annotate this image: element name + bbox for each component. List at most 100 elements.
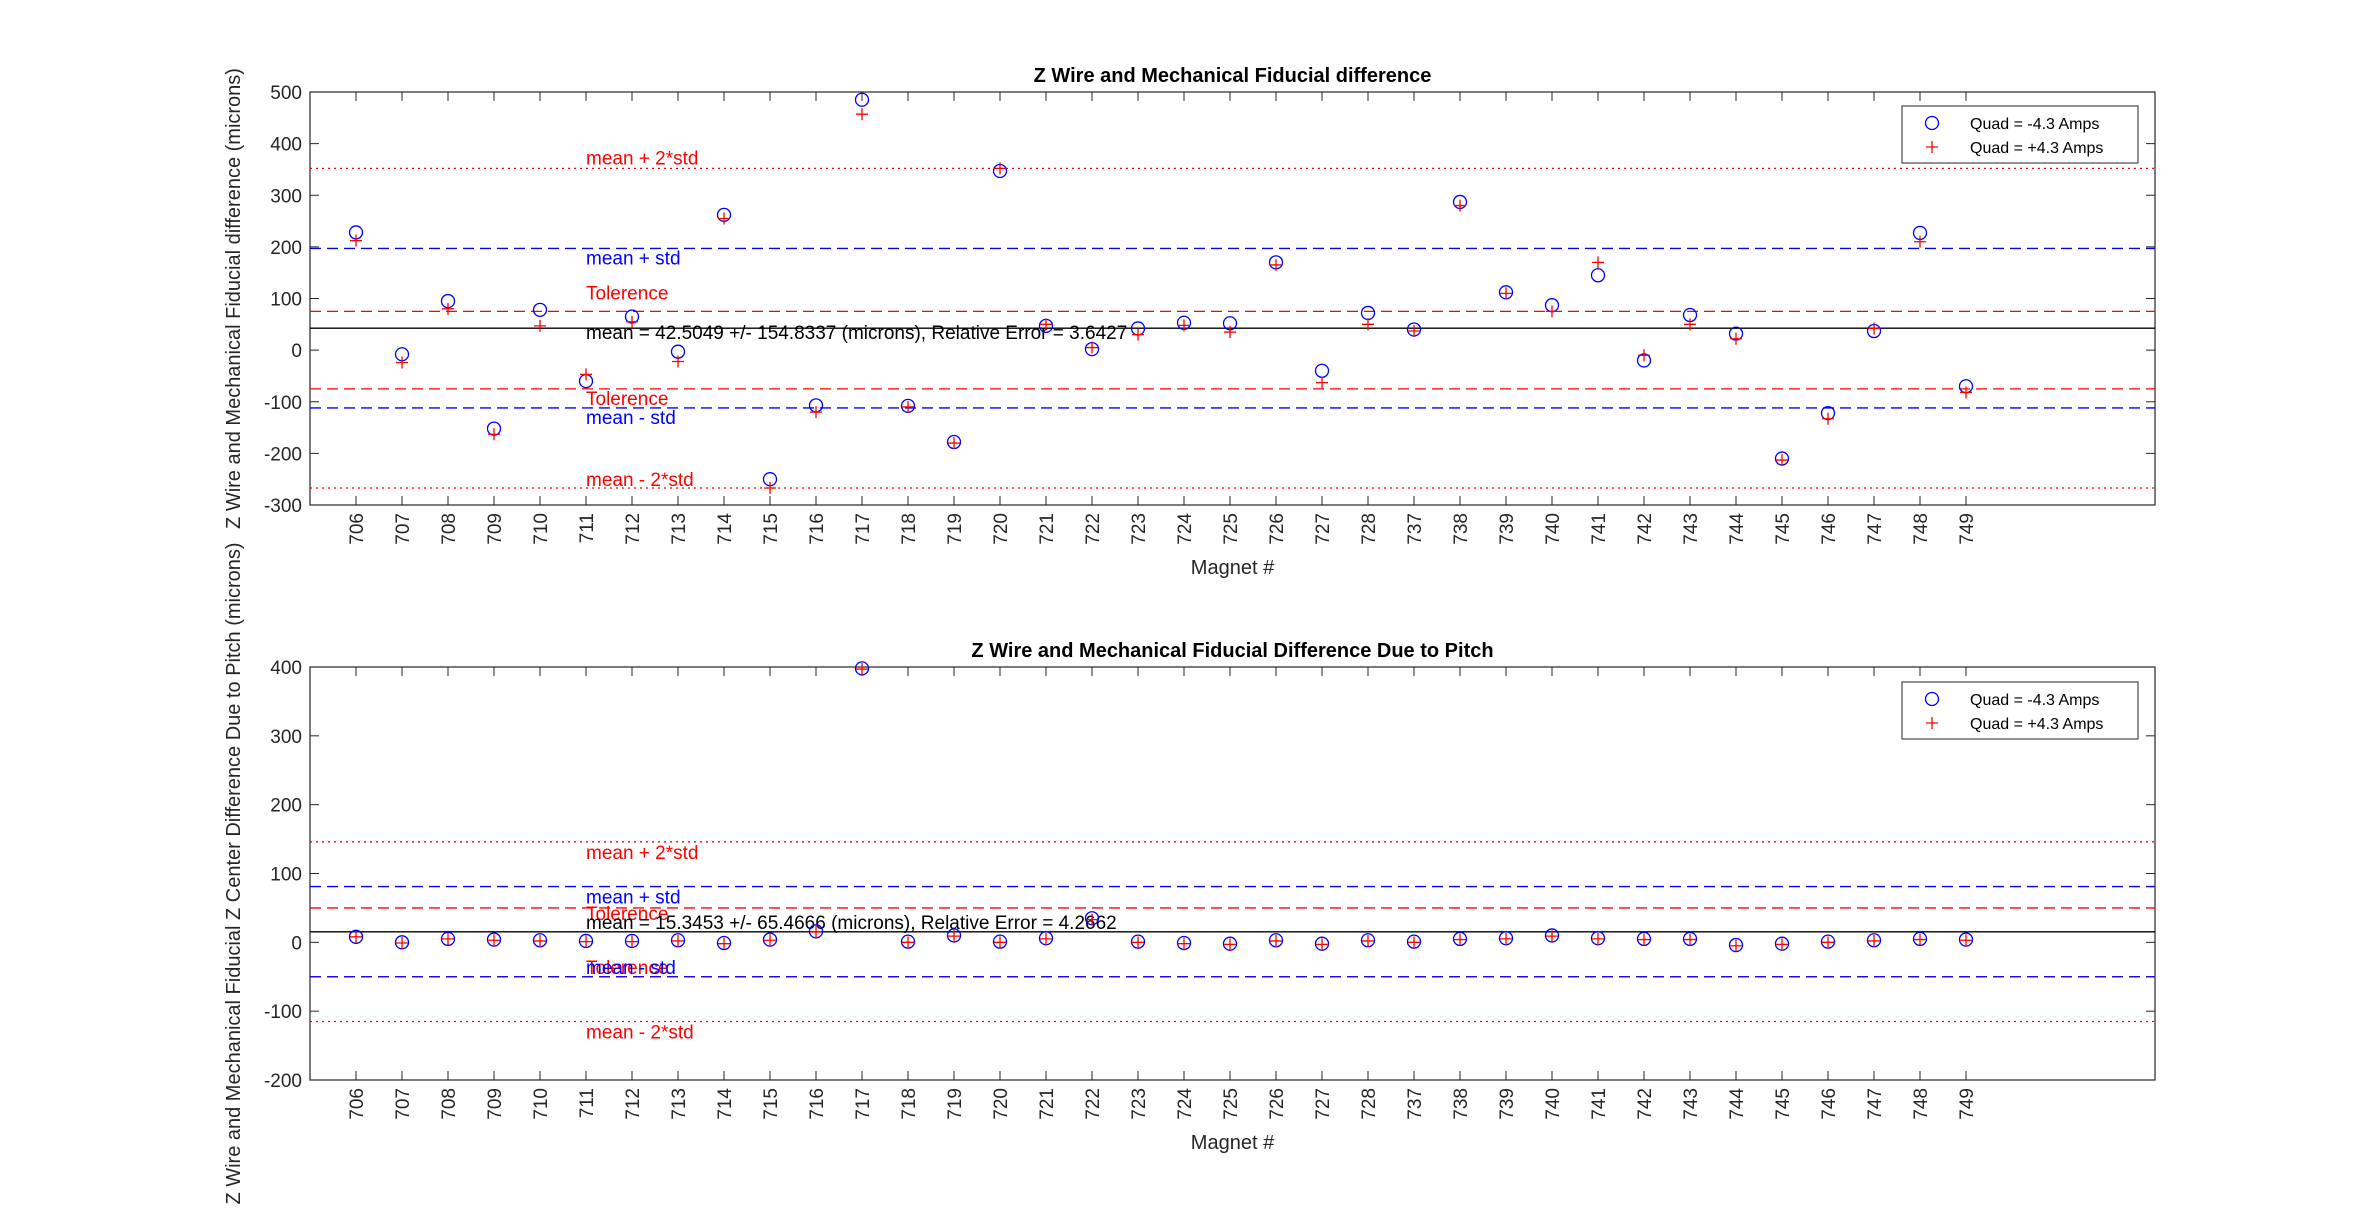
x-tick-label: 713 bbox=[669, 1088, 690, 1120]
data-point-quad-pos bbox=[1086, 913, 1098, 926]
data-point-quad-pos bbox=[718, 937, 730, 950]
x-tick-label: 715 bbox=[761, 1088, 782, 1120]
x-tick-label: 745 bbox=[1773, 513, 1794, 545]
reference-line-label: mean = 15.3453 +/- 65.4666 (microns), Re… bbox=[586, 913, 1117, 934]
x-tick-label: 727 bbox=[1313, 513, 1334, 545]
legend-label: Quad = -4.3 Amps bbox=[1970, 692, 2099, 709]
data-point-quad-pos bbox=[902, 936, 914, 949]
reference-line-label: mean - 2*std bbox=[586, 1022, 694, 1043]
data-point-quad-pos bbox=[626, 315, 638, 328]
data-point-quad-pos bbox=[1960, 386, 1972, 399]
chart-bottom: Z Wire and Mechanical Fiducial Differenc… bbox=[223, 542, 2156, 1205]
data-point-quad-pos bbox=[1592, 256, 1604, 269]
y-tick-label: 500 bbox=[270, 83, 302, 104]
x-tick-label: 738 bbox=[1451, 513, 1472, 545]
x-tick-label: 725 bbox=[1221, 1088, 1242, 1120]
y-tick-label: 300 bbox=[270, 186, 302, 207]
x-tick-label: 737 bbox=[1405, 1088, 1426, 1120]
x-tick-label: 722 bbox=[1083, 1088, 1104, 1120]
reference-line-label: mean + 2*std bbox=[586, 148, 699, 169]
x-tick-label: 743 bbox=[1681, 1088, 1702, 1120]
x-tick-label: 745 bbox=[1773, 1088, 1794, 1120]
data-point-quad-pos bbox=[1408, 936, 1420, 949]
x-tick-label: 717 bbox=[853, 513, 874, 545]
reference-line-label: mean - std bbox=[586, 958, 676, 979]
data-point-quad-pos bbox=[1730, 332, 1742, 345]
legend-label: Quad = -4.3 Amps bbox=[1970, 116, 2099, 133]
x-tick-label: 746 bbox=[1819, 513, 1840, 545]
data-point-quad-pos bbox=[1224, 326, 1236, 339]
x-tick-label: 742 bbox=[1635, 1088, 1656, 1120]
reference-line-label: mean - 2*std bbox=[586, 470, 694, 491]
data-point-quad-pos bbox=[810, 926, 822, 939]
data-point-quad-pos bbox=[1316, 376, 1328, 389]
data-point-quad-pos bbox=[902, 400, 914, 413]
x-tick-label: 722 bbox=[1083, 513, 1104, 545]
y-tick-label: 200 bbox=[270, 238, 302, 259]
x-tick-label: 716 bbox=[807, 513, 828, 545]
legend-marker-quad-neg bbox=[1924, 691, 1940, 707]
data-point-quad-pos bbox=[856, 108, 868, 121]
data-point-quad-pos bbox=[488, 428, 500, 441]
data-point-quad-pos bbox=[1270, 258, 1282, 271]
data-point-quad-pos bbox=[718, 212, 730, 225]
data-point-quad-pos bbox=[1500, 932, 1512, 945]
x-tick-label: 708 bbox=[439, 513, 460, 545]
x-tick-label: 741 bbox=[1589, 513, 1610, 545]
data-point-quad-pos bbox=[810, 406, 822, 419]
reference-line-label: Tolerence bbox=[586, 958, 668, 979]
legend-label: Quad = +4.3 Amps bbox=[1970, 140, 2103, 157]
x-tick-label: 724 bbox=[1175, 513, 1196, 545]
y-tick-label: -100 bbox=[264, 1002, 302, 1023]
x-tick-label: 714 bbox=[715, 513, 736, 545]
y-tick-label: -300 bbox=[264, 496, 302, 517]
y-tick-label: 400 bbox=[270, 658, 302, 679]
data-point-quad-neg bbox=[1590, 268, 1606, 283]
data-point-quad-pos bbox=[1086, 341, 1098, 354]
x-tick-label: 718 bbox=[899, 513, 920, 545]
data-point-quad-pos bbox=[1408, 325, 1420, 338]
y-tick-label: -200 bbox=[264, 444, 302, 465]
legend-marker-quad-pos bbox=[1926, 717, 1938, 729]
x-tick-label: 744 bbox=[1727, 513, 1748, 545]
data-point-quad-pos bbox=[1500, 287, 1512, 300]
x-tick-label: 721 bbox=[1037, 513, 1058, 545]
data-point-quad-pos bbox=[534, 934, 546, 947]
y-tick-label: 200 bbox=[270, 796, 302, 817]
data-point-quad-pos bbox=[442, 302, 454, 315]
x-tick-label: 749 bbox=[1957, 513, 1978, 545]
reference-line-label: mean + std bbox=[586, 248, 681, 269]
data-point-quad-pos bbox=[1684, 318, 1696, 331]
x-tick-label: 749 bbox=[1957, 1088, 1978, 1120]
x-tick-label: 717 bbox=[853, 1088, 874, 1120]
data-point-quad-pos bbox=[1592, 932, 1604, 945]
y-axis-label: Z Wire and Mechanical Fiducial Z Center … bbox=[223, 542, 245, 1204]
axes-box bbox=[309, 666, 2156, 1081]
data-point-quad-pos bbox=[948, 437, 960, 450]
x-tick-label: 737 bbox=[1405, 513, 1426, 545]
y-tick-label: 0 bbox=[291, 341, 302, 362]
x-tick-label: 725 bbox=[1221, 513, 1242, 545]
chart-title: Z Wire and Mechanical Fiducial Differenc… bbox=[971, 640, 1493, 662]
data-point-quad-pos bbox=[488, 934, 500, 947]
reference-line-label: mean = 42.5049 +/- 154.8337 (microns), R… bbox=[586, 323, 1127, 344]
data-point-quad-pos bbox=[580, 935, 592, 948]
data-point-quad-neg bbox=[348, 929, 364, 944]
data-point-quad-pos bbox=[994, 936, 1006, 949]
data-point-quad-neg bbox=[440, 931, 456, 947]
x-tick-label: 723 bbox=[1129, 513, 1150, 545]
data-point-quad-pos bbox=[1638, 933, 1650, 946]
x-tick-label: 727 bbox=[1313, 1088, 1334, 1120]
x-tick-label: 712 bbox=[623, 513, 644, 545]
x-tick-label: 713 bbox=[669, 513, 690, 545]
data-point-quad-pos bbox=[1546, 930, 1558, 943]
x-tick-label: 740 bbox=[1543, 513, 1564, 545]
y-tick-label: -100 bbox=[264, 393, 302, 414]
data-point-quad-pos bbox=[1868, 322, 1880, 335]
y-tick-label: 300 bbox=[270, 727, 302, 748]
x-tick-label: 707 bbox=[393, 513, 414, 545]
x-axis-label: Magnet # bbox=[1191, 1132, 1275, 1154]
x-tick-label: 716 bbox=[807, 1088, 828, 1120]
y-tick-label: -200 bbox=[264, 1071, 302, 1092]
